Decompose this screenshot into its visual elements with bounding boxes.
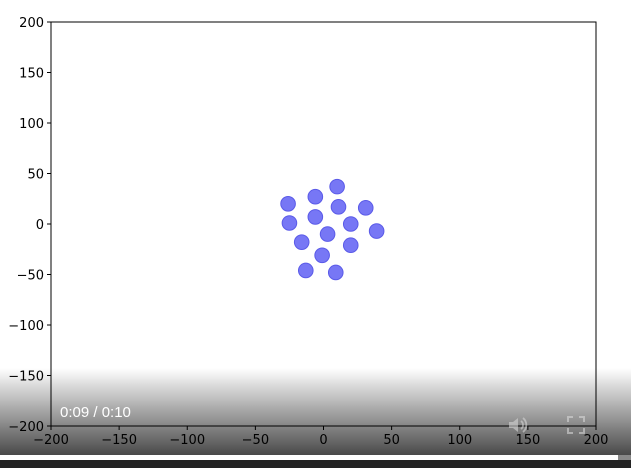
scatter-point bbox=[327, 264, 344, 281]
x-tick-label: −100 bbox=[169, 433, 205, 448]
scatter-point bbox=[314, 247, 330, 264]
x-tick-label: 100 bbox=[447, 433, 472, 448]
fullscreen-icon[interactable] bbox=[567, 416, 585, 434]
scatter-point bbox=[307, 209, 324, 225]
time-display: 0:09 / 0:10 bbox=[60, 404, 131, 421]
x-tick-label: 0 bbox=[319, 433, 327, 448]
scatter-point bbox=[281, 215, 298, 231]
scatter-point bbox=[329, 178, 345, 195]
progress-fill bbox=[0, 455, 619, 460]
x-tick-label: −200 bbox=[33, 433, 69, 448]
speaker-icon[interactable] bbox=[506, 414, 528, 436]
scatter-point bbox=[297, 262, 314, 279]
scatter-point bbox=[342, 216, 359, 232]
y-tick-label: −50 bbox=[17, 269, 44, 284]
scatter-point bbox=[307, 188, 324, 205]
y-axis: 200 150 100 50 0 −50 −100 −150 −200 bbox=[8, 16, 51, 435]
x-tick-label: 50 bbox=[383, 433, 400, 448]
scatter-point bbox=[330, 199, 347, 215]
y-tick-label: 50 bbox=[27, 168, 44, 183]
progress-bar[interactable] bbox=[0, 455, 631, 460]
scatter-point bbox=[280, 196, 296, 212]
x-tick-label: −50 bbox=[242, 433, 269, 448]
y-tick-label: −100 bbox=[8, 319, 44, 334]
y-tick-label: 100 bbox=[19, 117, 44, 132]
x-tick-label: −150 bbox=[101, 433, 137, 448]
scatter-point bbox=[342, 237, 359, 254]
y-tick-label: −150 bbox=[8, 370, 44, 385]
y-tick-label: 0 bbox=[36, 218, 44, 233]
scatter-point bbox=[368, 223, 385, 239]
scatter-point bbox=[357, 200, 374, 216]
scatter-point bbox=[319, 226, 336, 242]
y-tick-label: 200 bbox=[19, 16, 44, 31]
y-tick-label: 150 bbox=[19, 67, 44, 82]
y-tick-label: −200 bbox=[8, 420, 44, 435]
bottom-bar bbox=[0, 460, 631, 468]
scatter-points bbox=[280, 178, 385, 281]
x-tick-label: 200 bbox=[584, 433, 609, 448]
plot-area bbox=[50, 21, 597, 427]
scatter-point bbox=[293, 234, 310, 250]
